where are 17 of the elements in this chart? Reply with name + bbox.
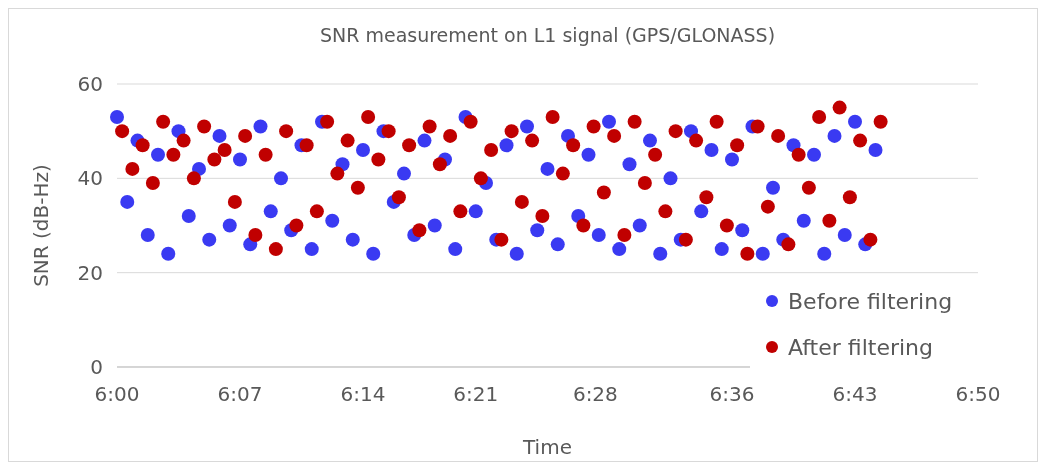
y-tick-label: 60 [77,72,103,96]
x-tick-label: 6:43 [832,382,878,406]
x-tick-label: 6:36 [709,382,755,406]
x-tick-label: 6:21 [453,382,499,406]
x-tick-label: 6:14 [340,382,386,406]
legend-label: After filtering [788,334,934,360]
y-tick-label: 20 [77,260,103,285]
chart-title: SNR measurement on L1 signal (GPS/GLONASS) [319,24,776,46]
y-tick-label: 40 [77,166,103,191]
x-axis-title: Time [522,435,572,459]
y-axis-title: SNR (dB-Hz) [29,164,53,287]
legend-label: Before filtering [788,288,953,314]
y-tick-label: 0 [90,355,103,379]
x-tick-label: 6:07 [217,382,263,406]
x-tick-label: 6:50 [955,382,1001,406]
x-tick-label: 6:28 [572,382,618,406]
x-tick-label: 6:00 [94,382,140,406]
